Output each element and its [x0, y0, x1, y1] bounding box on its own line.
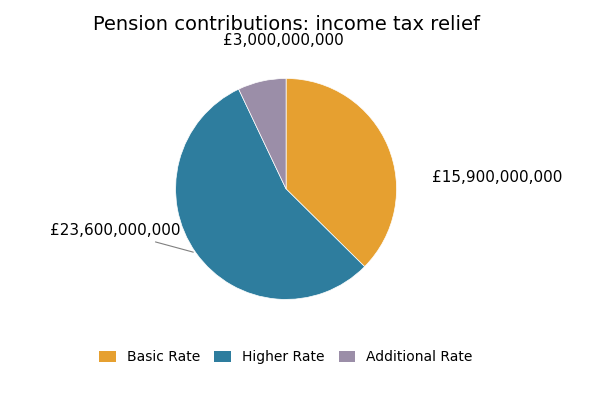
Text: £23,600,000,000: £23,600,000,000: [50, 223, 193, 252]
Wedge shape: [176, 89, 365, 299]
Legend: Basic Rate, Higher Rate, Additional Rate: Basic Rate, Higher Rate, Additional Rate: [94, 345, 478, 370]
Wedge shape: [286, 78, 396, 267]
Text: £3,000,000,000: £3,000,000,000: [224, 33, 344, 47]
Wedge shape: [239, 78, 286, 189]
Title: Pension contributions: income tax relief: Pension contributions: income tax relief: [92, 15, 480, 34]
Text: £15,900,000,000: £15,900,000,000: [432, 171, 562, 185]
